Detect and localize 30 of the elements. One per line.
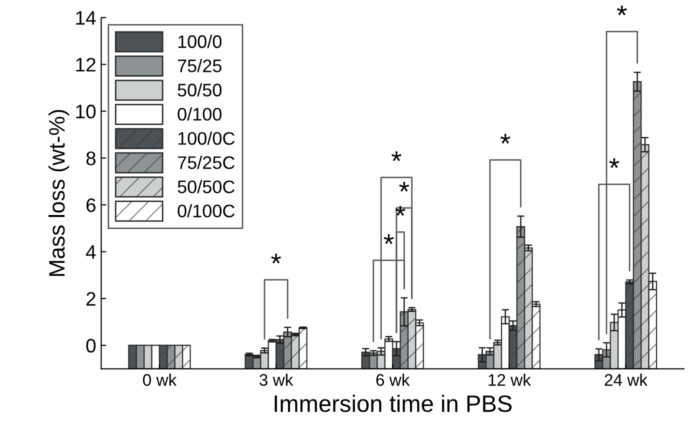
annotation: * (384, 234, 394, 244)
y-tick-label: 2 (86, 292, 96, 306)
y-axis-title: Mass loss (wt-%) (48, 110, 70, 276)
annotation: * (392, 151, 402, 162)
annotation: * (500, 134, 510, 144)
x-axis-title: Immersion time in PBS (274, 394, 512, 412)
x-tick-label: 0 wk (143, 374, 177, 386)
x-tick-label: 24 wk (604, 374, 648, 386)
legend-label: 75/25 (178, 59, 222, 72)
legend-label: 100/0C (178, 132, 235, 145)
y-tick-label: 0 (86, 338, 96, 353)
x-tick-label: 12 wk (488, 374, 531, 386)
y-tick-label: 6 (86, 198, 96, 212)
legend-label: 0/100C (178, 204, 235, 218)
legend-label: 50/50 (178, 83, 222, 96)
legend-label: 100/0 (178, 34, 222, 48)
legend-label: 75/25C (178, 156, 235, 170)
legend-label: 0/100 (178, 107, 222, 121)
y-tick-label: 4 (86, 245, 96, 259)
annotation: * (399, 182, 410, 192)
legend-label: 50/50C (178, 180, 235, 194)
annotation: * (609, 158, 620, 168)
y-tick-label: 14 (76, 11, 96, 25)
y-tick-label: 12 (76, 58, 96, 72)
text: * (616, 6, 627, 16)
annotation: * (271, 254, 282, 264)
x-tick-label: 6 wk (376, 374, 410, 386)
y-tick-label: 10 (76, 104, 96, 118)
x-tick-label: 3 wk (260, 374, 294, 386)
y-tick-label: 8 (86, 152, 96, 166)
